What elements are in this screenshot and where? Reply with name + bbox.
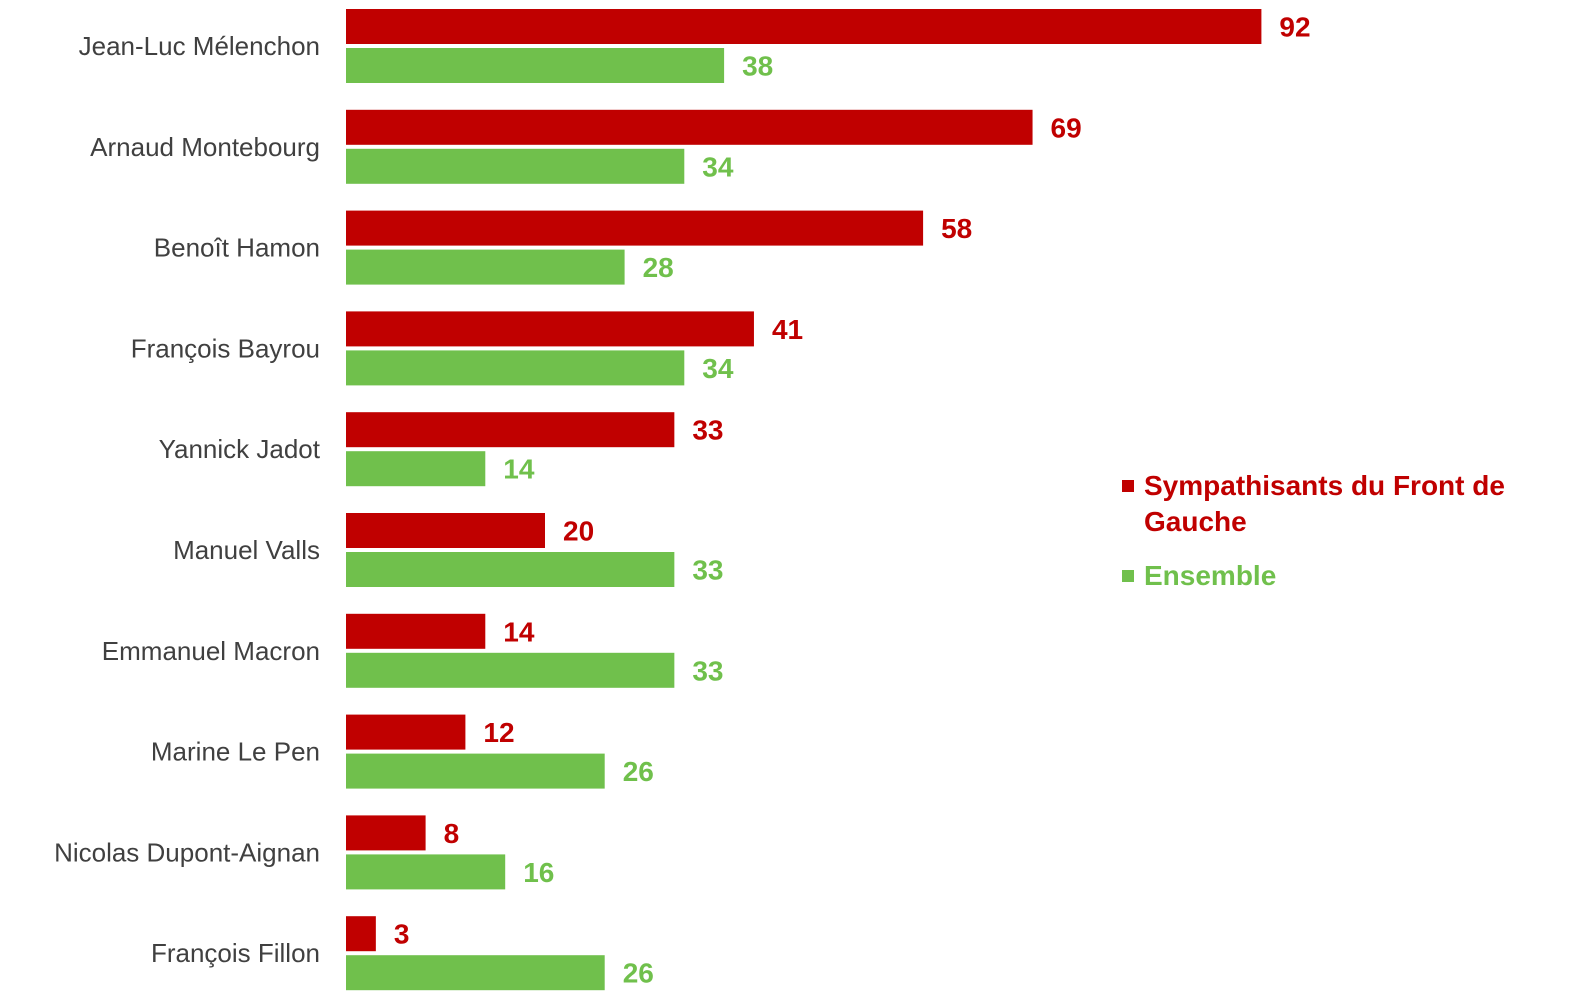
bar-series-0 xyxy=(346,311,754,347)
legend-label-series-1: Ensemble xyxy=(1144,560,1277,591)
category-label: Benoît Hamon xyxy=(154,233,320,263)
data-label-series-0: 3 xyxy=(394,919,410,950)
category-label: Nicolas Dupont-Aignan xyxy=(54,837,320,867)
legend-item-series-0: Sympathisants du Front de Gauche xyxy=(1120,468,1570,540)
category-label: François Fillon xyxy=(151,938,320,968)
bar-series-1 xyxy=(346,552,675,587)
bar-series-1 xyxy=(346,148,685,184)
category-label: Marine Le Pen xyxy=(151,737,320,767)
category-label: François Bayrou xyxy=(131,333,320,363)
bar-series-0 xyxy=(346,815,426,851)
data-label-series-1: 34 xyxy=(702,353,734,384)
data-label-series-1: 38 xyxy=(742,51,773,82)
bar-series-0 xyxy=(346,210,924,246)
category-label: Arnaud Montebourg xyxy=(90,132,320,162)
category-label: Jean-Luc Mélenchon xyxy=(79,31,320,61)
bar-series-0 xyxy=(346,714,466,750)
data-label-series-0: 69 xyxy=(1051,112,1082,143)
bar-series-1 xyxy=(346,451,486,487)
data-label-series-1: 26 xyxy=(623,756,654,787)
data-label-series-0: 92 xyxy=(1279,12,1310,43)
data-label-series-0: 12 xyxy=(483,717,514,748)
data-label-series-1: 33 xyxy=(692,655,723,686)
bar-series-0 xyxy=(346,513,545,548)
data-label-series-0: 14 xyxy=(503,616,535,647)
bar-series-1 xyxy=(346,249,625,285)
legend-swatch-series-0 xyxy=(1122,480,1134,492)
legend-swatch-series-1 xyxy=(1122,570,1134,582)
bar-series-1 xyxy=(346,854,506,890)
bar-series-1 xyxy=(346,753,605,789)
legend-label-series-0: Sympathisants du Front de Gauche xyxy=(1144,470,1505,537)
legend-item-series-1: Ensemble xyxy=(1120,558,1570,594)
data-label-series-1: 26 xyxy=(623,958,654,989)
bar-series-1 xyxy=(346,955,605,991)
bar-series-0 xyxy=(346,613,486,649)
bar-series-0 xyxy=(346,109,1033,145)
data-label-series-0: 20 xyxy=(563,516,594,547)
bar-series-1 xyxy=(346,652,675,688)
legend: Sympathisants du Front de Gauche Ensembl… xyxy=(1120,468,1570,612)
data-label-series-0: 41 xyxy=(772,314,803,345)
category-label: Manuel Valls xyxy=(173,535,320,565)
bar-series-1 xyxy=(346,350,685,386)
data-label-series-1: 14 xyxy=(503,454,535,485)
category-label: Yannick Jadot xyxy=(159,434,321,464)
bar-series-0 xyxy=(346,412,675,448)
bar-series-0 xyxy=(346,916,376,952)
bar-series-1 xyxy=(346,48,725,83)
category-label: Emmanuel Macron xyxy=(102,636,320,666)
data-label-series-1: 16 xyxy=(523,857,554,888)
data-label-series-0: 8 xyxy=(444,818,460,849)
bar-series-0 xyxy=(346,9,1262,44)
data-label-series-0: 33 xyxy=(692,415,723,446)
data-label-series-1: 28 xyxy=(643,252,674,283)
data-label-series-1: 34 xyxy=(702,151,734,182)
data-label-series-1: 33 xyxy=(692,555,723,586)
data-label-series-0: 58 xyxy=(941,213,972,244)
